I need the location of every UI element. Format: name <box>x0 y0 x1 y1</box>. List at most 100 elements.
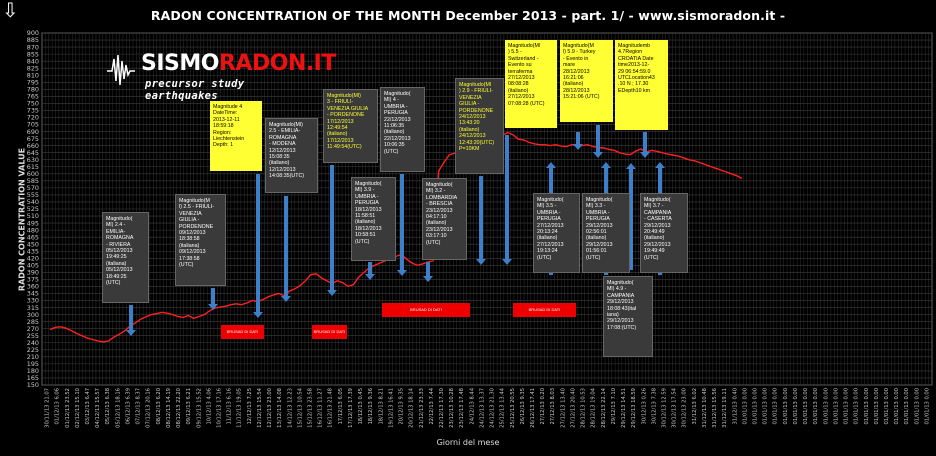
y-tick-label: 360 <box>27 283 39 291</box>
x-tick-label: 01/01/13 0.00 <box>763 388 769 425</box>
data-gap-box: BRUSAD DI DATI <box>382 303 470 317</box>
x-tick-label: 01/01/13 0.00 <box>904 388 910 425</box>
pointer-arrowhead <box>573 144 583 150</box>
x-tick-label: 01/01/13 0.00 <box>844 388 850 425</box>
y-tick-label: 840 <box>27 57 39 65</box>
y-tick-label: 870 <box>27 43 39 51</box>
y-tick-label: 435 <box>27 247 39 255</box>
quake-annotation: Magnitudo( Ml) 3.7 - CAMPANIA - CASERTA … <box>640 193 688 273</box>
pointer-arrowhead <box>476 259 486 265</box>
x-tick-label: 24/12/13 8.44 <box>469 387 475 424</box>
x-tick-label: 02/12/13 15.10 <box>75 388 81 428</box>
pointer-arrowhead <box>281 296 291 302</box>
x-tick-label: 07/12/13 8.37 <box>136 388 142 425</box>
y-tick-label: 765 <box>27 93 39 101</box>
y-tick-label: 555 <box>27 191 39 199</box>
x-tick-label: 06/12/13 6.39 <box>125 388 131 425</box>
quake-annotation: Magnitudo(M l) 2.5 - FRIULI- VENEZIA GIU… <box>175 194 226 286</box>
x-tick-label: 17/12/13 6.05 <box>338 388 344 425</box>
x-tick-label: 22/12/13 17.30 <box>439 388 445 428</box>
x-tick-label: 12/12/13 7.25 <box>247 388 253 425</box>
y-tick-label: 810 <box>27 71 39 79</box>
x-tick-label: 26/12/13 17.41 <box>530 388 536 428</box>
y-tick-label: 390 <box>27 269 39 277</box>
y-tick-label: 780 <box>27 86 39 94</box>
x-tick-label: 12/12/13 23.00 <box>267 388 273 428</box>
quake-annotation: Magnitudo(M l) 5.9 - Turkey - Evento in … <box>560 40 613 122</box>
logo-text: SISMORADON.IT <box>141 51 336 76</box>
y-tick-label: 225 <box>27 346 39 354</box>
x-tick-label: 11/12/13 6.16 <box>227 388 233 425</box>
y-tick-label: 750 <box>27 100 39 108</box>
x-tick-label: 24/12/13 21.30 <box>490 388 496 428</box>
x-tick-label: 12/12/13 15.54 <box>257 387 263 427</box>
y-tick-label: 150 <box>27 381 39 389</box>
logo-text-sismo: SISMO <box>141 51 219 76</box>
y-tick-label: 660 <box>27 142 39 150</box>
y-tick-label: 540 <box>27 198 39 206</box>
x-tick-label: 01/01/13 0.00 <box>924 388 930 425</box>
y-tick-label: 705 <box>27 121 39 129</box>
x-tick-label: 27/12/13 8.03 <box>550 388 556 425</box>
x-tick-label: 28/12/13 19.04 <box>591 387 597 427</box>
y-tick-label: 165 <box>27 374 39 382</box>
y-tick-label: 630 <box>27 156 39 164</box>
x-tick-label: 28/12/13 10.53 <box>581 388 587 428</box>
pointer-arrowhead <box>126 330 136 336</box>
x-tick-label: 10/12/13 17.16 <box>216 388 222 428</box>
pointer-arrowhead <box>423 276 433 282</box>
x-tick-label: 01/01/13 0.00 <box>833 388 839 425</box>
x-tick-label: 01/01/13 0.00 <box>742 388 748 425</box>
x-tick-label: 28/12/13 22.14 <box>601 387 607 427</box>
x-tick-label: 09/12/13 6.21 <box>186 388 192 425</box>
x-tick-label: 01/01/13 0.00 <box>813 388 819 425</box>
x-tick-label: 18/12/13 8.21 <box>378 388 384 425</box>
pointer-arrowhead <box>365 274 375 280</box>
y-tick-label: 300 <box>27 311 39 319</box>
x-tick-label: 14/12/13 12.23 <box>287 388 293 428</box>
x-tick-label: 13/12/13 14.08 <box>277 388 283 428</box>
down-arrow-icon: ⇩ <box>2 0 19 22</box>
y-tick-label: 255 <box>27 332 39 340</box>
y-tick-label: 825 <box>27 64 39 72</box>
y-tick-label: 855 <box>27 50 39 58</box>
pointer-arrowhead <box>655 162 665 168</box>
quake-annotation: Magnitudo( Ml) 3.5 - UMBRIA - PERUGIA 27… <box>533 193 580 273</box>
pointer-arrowhead <box>546 162 556 168</box>
x-tick-label: 20/12/13 9.35 <box>399 388 405 425</box>
x-tick-label: 15/12/13 23.58 <box>308 388 314 428</box>
y-tick-label: 495 <box>27 219 39 227</box>
quake-annotation: Magnitudo( Ml) 4.9 - CAMPANIA 29/12/2013… <box>603 276 653 357</box>
x-tick-label: 31/12/13 10.48 <box>702 388 708 428</box>
quake-annotation: Magnitudo(Ml ) 5.5 - Switzerland - Event… <box>505 40 557 128</box>
y-tick-label: 615 <box>27 163 39 171</box>
y-axis-label: RADON CONCENTRATION VALUE <box>17 147 27 292</box>
x-tick-label: 19/12/13 16.41 <box>388 388 394 428</box>
y-tick-label: 675 <box>27 135 39 143</box>
data-gap-box: BRUSAD DI DATI <box>513 303 576 317</box>
logo-text-radon: RADON.IT <box>218 51 336 76</box>
y-tick-label: 270 <box>27 325 39 333</box>
quake-annotation: Magnitudo(Ml ) 2.9 - FRIULI- VENEZIA GIU… <box>455 78 504 174</box>
y-tick-label: 885 <box>27 36 39 44</box>
y-tick-label: 210 <box>27 353 39 361</box>
y-tick-label: 330 <box>27 297 39 305</box>
x-tick-label: 01/01/13 0.00 <box>823 388 829 425</box>
y-tick-label: 195 <box>27 360 39 368</box>
quake-annotation: Magnitudo( Ml) 4 - UMBRIA - PERUGIA 22/1… <box>380 87 425 172</box>
x-tick-label: 11/12/13 19.05 <box>237 388 243 428</box>
y-tick-label: 900 <box>27 29 39 37</box>
x-tick-label: 01/01/13 0.00 <box>783 388 789 425</box>
y-tick-label: 285 <box>27 318 39 326</box>
pointer-arrowhead <box>593 152 603 158</box>
x-tick-label: 01/01/13 0.00 <box>894 388 900 425</box>
y-tick-label: 735 <box>27 107 39 115</box>
quake-annotation: Magnitudo( Ml) 2.4 - EMILIA- ROMAGNA - R… <box>102 212 149 303</box>
x-tick-label: 30/12/13 12.59 <box>661 388 667 428</box>
y-tick-label: 180 <box>27 367 39 375</box>
x-tick-label: 30/11/13 21.07 <box>45 388 51 428</box>
x-tick-label: 26/12/13 9.35 <box>520 388 526 425</box>
quake-annotation: Magnitude 4 DateTime: 2013-12-11 18:59:1… <box>210 101 262 171</box>
x-tick-label: 07/12/13 20.16 <box>146 388 152 428</box>
x-tick-label: 27/12/13 20.40 <box>570 388 576 428</box>
